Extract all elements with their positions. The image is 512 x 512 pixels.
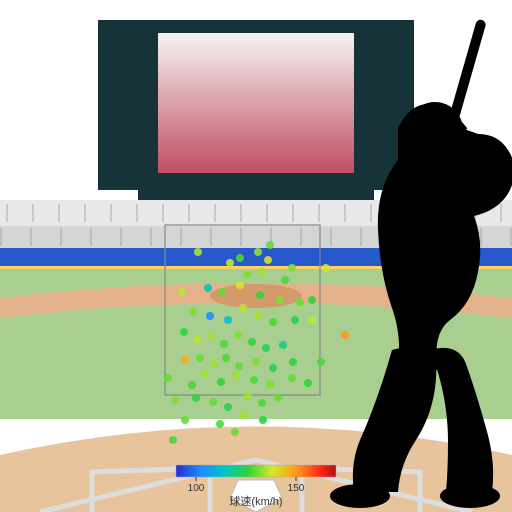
pitch-location-chart: { "scene": { "sky": "#ffffff", "scoreboa… <box>0 0 512 512</box>
legend-gradient-bar <box>176 465 336 477</box>
scene: 100 150 球速(km/h) <box>0 0 512 512</box>
svg-text:150: 150 <box>288 483 305 494</box>
svg-text:100: 100 <box>188 483 205 494</box>
legend-label: 球速(km/h) <box>229 494 282 508</box>
